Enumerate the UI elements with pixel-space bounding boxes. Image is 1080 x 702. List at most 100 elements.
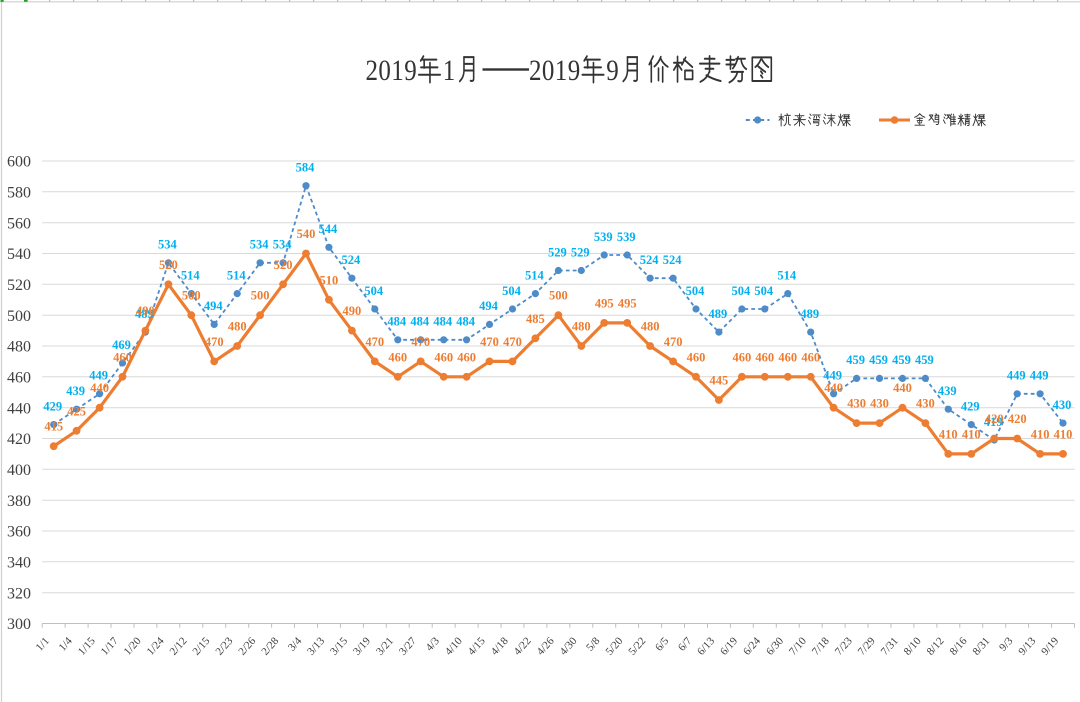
svg-text:470: 470 (503, 335, 522, 349)
svg-text:459: 459 (915, 353, 934, 367)
svg-text:520: 520 (274, 258, 293, 272)
svg-text:489: 489 (135, 307, 154, 321)
svg-text:1: 1 (443, 53, 456, 87)
svg-text:430: 430 (870, 397, 889, 411)
svg-text:490: 490 (136, 304, 155, 318)
svg-text:584: 584 (296, 161, 316, 175)
svg-text:600: 600 (7, 154, 31, 171)
svg-text:470: 470 (365, 335, 384, 349)
svg-text:430: 430 (916, 397, 935, 411)
svg-text:514: 514 (181, 268, 201, 282)
svg-text:440: 440 (90, 381, 109, 395)
svg-text:524: 524 (342, 253, 362, 267)
svg-text:425: 425 (67, 404, 86, 418)
svg-text:460: 460 (733, 350, 752, 364)
svg-text:484: 484 (433, 315, 453, 329)
svg-text:504: 504 (502, 284, 522, 298)
svg-text:380: 380 (7, 493, 31, 510)
svg-text:500: 500 (251, 289, 270, 303)
svg-text:529: 529 (548, 245, 567, 259)
svg-text:470: 470 (205, 335, 224, 349)
svg-text:410: 410 (939, 427, 958, 441)
svg-text:500: 500 (549, 289, 568, 303)
svg-text:494: 494 (204, 299, 224, 313)
svg-text:469: 469 (112, 338, 131, 352)
svg-text:460: 460 (755, 350, 774, 364)
svg-text:494: 494 (479, 299, 499, 313)
svg-text:540: 540 (297, 227, 316, 241)
svg-text:504: 504 (754, 284, 774, 298)
svg-text:449: 449 (823, 369, 842, 383)
svg-text:460: 460 (434, 350, 453, 364)
svg-text:489: 489 (800, 307, 819, 321)
svg-text:460: 460 (801, 350, 820, 364)
svg-text:484: 484 (456, 315, 476, 329)
svg-text:520: 520 (159, 258, 178, 272)
svg-text:534: 534 (273, 238, 293, 252)
svg-text:540: 540 (7, 246, 31, 263)
svg-text:460: 460 (687, 350, 706, 364)
svg-text:400: 400 (7, 462, 31, 479)
svg-text:419: 419 (984, 415, 1003, 429)
svg-text:459: 459 (892, 353, 911, 367)
svg-text:534: 534 (250, 238, 270, 252)
svg-text:534: 534 (158, 238, 178, 252)
svg-text:495: 495 (595, 296, 614, 310)
svg-text:470: 470 (664, 335, 683, 349)
svg-text:504: 504 (732, 284, 752, 298)
svg-text:420: 420 (7, 431, 31, 448)
svg-text:480: 480 (641, 320, 660, 334)
svg-text:504: 504 (364, 284, 384, 298)
svg-text:529: 529 (571, 245, 590, 259)
svg-text:459: 459 (846, 353, 865, 367)
svg-text:420: 420 (985, 412, 1004, 426)
svg-text:445: 445 (710, 374, 729, 388)
svg-text:429: 429 (43, 399, 62, 413)
svg-text:500: 500 (182, 289, 201, 303)
svg-text:430: 430 (1053, 398, 1072, 412)
svg-text:484: 484 (387, 315, 407, 329)
svg-text:360: 360 (7, 524, 31, 541)
svg-text:484: 484 (410, 315, 430, 329)
svg-text:2019: 2019 (366, 53, 417, 87)
svg-text:580: 580 (7, 184, 31, 201)
svg-text:514: 514 (227, 268, 247, 282)
svg-text:429: 429 (961, 399, 980, 413)
svg-text:460: 460 (778, 350, 797, 364)
svg-text:495: 495 (618, 296, 637, 310)
svg-text:470: 470 (411, 335, 430, 349)
svg-text:460: 460 (388, 350, 407, 364)
svg-text:539: 539 (594, 230, 613, 244)
svg-text:514: 514 (777, 268, 797, 282)
svg-text:449: 449 (1007, 369, 1026, 383)
svg-text:470: 470 (480, 335, 499, 349)
svg-text:510: 510 (320, 273, 339, 287)
svg-text:459: 459 (869, 353, 888, 367)
svg-text:440: 440 (824, 381, 843, 395)
svg-text:9: 9 (606, 53, 619, 87)
svg-text:449: 449 (89, 369, 108, 383)
svg-text:439: 439 (938, 384, 957, 398)
svg-text:520: 520 (7, 277, 31, 294)
svg-text:460: 460 (457, 350, 476, 364)
svg-text:489: 489 (709, 307, 728, 321)
svg-text:539: 539 (617, 230, 636, 244)
svg-text:504: 504 (686, 284, 706, 298)
svg-text:544: 544 (319, 222, 339, 236)
svg-text:480: 480 (228, 320, 247, 334)
svg-text:410: 410 (1031, 427, 1050, 441)
svg-text:460: 460 (7, 369, 31, 386)
svg-text:560: 560 (7, 215, 31, 232)
svg-text:410: 410 (962, 427, 981, 441)
svg-text:524: 524 (640, 253, 660, 267)
svg-text:320: 320 (7, 585, 31, 602)
svg-text:500: 500 (7, 308, 31, 325)
svg-text:340: 340 (7, 554, 31, 571)
svg-text:410: 410 (1054, 427, 1073, 441)
svg-text:460: 460 (113, 350, 132, 364)
svg-text:300: 300 (7, 616, 31, 633)
svg-text:524: 524 (663, 253, 683, 267)
svg-text:440: 440 (7, 400, 31, 417)
svg-text:420: 420 (1008, 412, 1027, 426)
svg-text:430: 430 (847, 397, 866, 411)
